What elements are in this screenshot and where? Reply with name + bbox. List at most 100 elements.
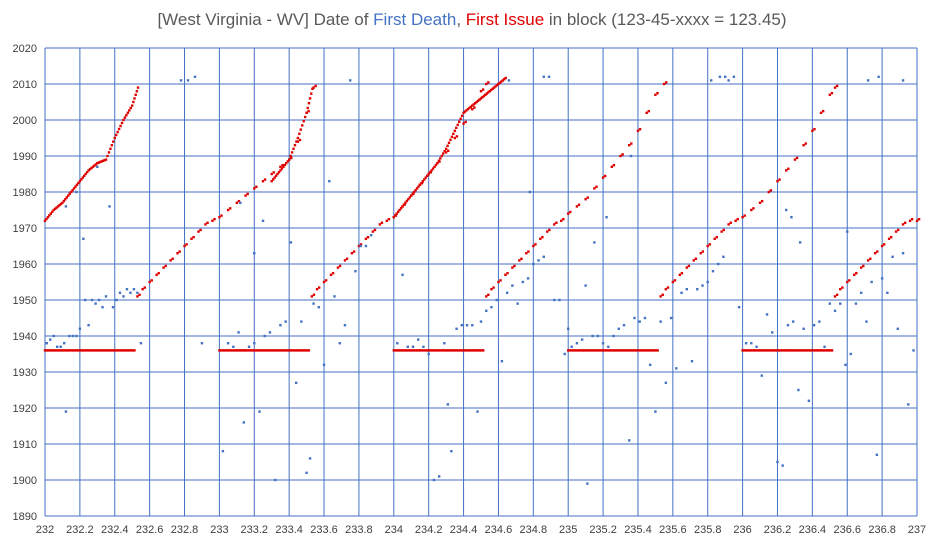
first-issue-point: [471, 108, 474, 111]
first-issue-point: [84, 172, 87, 176]
first-issue-point: [503, 78, 506, 81]
first-death-point: [247, 345, 251, 348]
x-tick-label: 234: [385, 524, 403, 536]
first-issue-point: [470, 349, 473, 352]
first-issue-point: [473, 349, 477, 352]
first-issue-point: [593, 349, 596, 352]
first-issue-point: [378, 223, 382, 226]
first-death-point: [854, 302, 858, 305]
x-tick-label: 232.6: [136, 524, 164, 536]
first-issue-point: [93, 349, 96, 352]
first-death-point: [495, 298, 498, 302]
first-issue-point: [229, 207, 232, 210]
first-death-point: [490, 306, 493, 309]
first-death-point: [455, 327, 458, 330]
first-issue-point: [453, 349, 457, 352]
first-issue-point: [743, 214, 746, 217]
first-issue-point: [534, 243, 537, 246]
first-issue-point: [665, 81, 668, 84]
first-issue-point: [485, 82, 488, 86]
first-issue-point: [442, 349, 445, 352]
first-death-point: [802, 327, 805, 330]
first-issue-point: [629, 349, 633, 352]
first-issue-point: [478, 98, 481, 101]
first-issue-point: [310, 92, 313, 95]
first-issue-point: [336, 266, 340, 269]
first-issue-point: [821, 109, 825, 113]
first-issue-point: [452, 132, 455, 135]
first-issue-point: [58, 349, 62, 352]
first-issue-point: [445, 349, 449, 352]
first-issue-point: [113, 136, 116, 140]
first-issue-point: [482, 349, 485, 352]
first-issue-point: [48, 214, 51, 217]
first-issue-point: [91, 349, 95, 352]
first-issue-point: [352, 250, 356, 253]
first-issue-point: [417, 185, 420, 188]
first-death-point: [786, 324, 790, 327]
first-issue-point: [443, 349, 447, 352]
first-issue-point: [312, 293, 316, 296]
first-death-point: [338, 342, 341, 345]
first-issue-point: [616, 349, 620, 352]
first-death-point: [139, 342, 143, 345]
first-issue-point: [241, 349, 244, 352]
first-death-point: [727, 79, 730, 82]
first-issue-point: [315, 288, 319, 291]
first-issue-point: [190, 237, 193, 240]
first-issue-point: [234, 349, 238, 352]
first-issue-point: [748, 349, 751, 352]
first-issue-point: [287, 158, 291, 161]
first-death-point: [723, 75, 727, 78]
first-death-point: [411, 345, 415, 348]
first-issue-point: [460, 114, 464, 117]
first-issue-point: [211, 219, 214, 222]
first-issue-point: [329, 273, 333, 276]
title-separator: ,: [456, 10, 466, 29]
first-issue-point: [244, 349, 248, 352]
first-issue-point: [303, 115, 307, 119]
first-issue-point: [465, 349, 468, 352]
series-first-issue: [43, 76, 921, 352]
first-issue-point: [301, 124, 304, 127]
first-issue-point: [48, 349, 52, 352]
first-death-point: [253, 252, 256, 255]
first-issue-point: [699, 252, 702, 255]
first-death-point: [846, 230, 849, 233]
first-issue-point: [394, 349, 397, 352]
first-issue-point: [99, 160, 102, 164]
first-issue-point: [591, 349, 595, 352]
first-issue-point: [150, 279, 153, 282]
first-issue-point: [253, 187, 256, 190]
first-issue-point: [824, 349, 827, 352]
first-issue-point: [83, 349, 86, 352]
first-issue-point: [448, 349, 452, 352]
first-issue-point: [570, 349, 573, 352]
first-issue-point: [653, 349, 656, 352]
first-death-point: [485, 309, 488, 312]
first-issue-point: [57, 349, 60, 352]
first-issue-point: [294, 349, 297, 352]
first-issue-point: [628, 144, 631, 147]
first-issue-point: [896, 228, 900, 232]
first-death-point: [696, 288, 699, 291]
first-death-point: [68, 334, 71, 338]
first-issue-point: [778, 178, 781, 181]
first-death-point: [64, 410, 68, 413]
first-issue-point: [610, 349, 613, 352]
first-issue-point: [473, 106, 476, 109]
first-issue-point: [621, 153, 624, 156]
first-death-point: [601, 342, 605, 345]
first-issue-point: [297, 349, 301, 352]
first-issue-point: [776, 349, 779, 352]
first-issue-point: [455, 126, 458, 129]
first-death-point: [886, 291, 889, 294]
first-issue-point: [284, 349, 287, 352]
first-issue-point: [458, 120, 461, 123]
first-issue-point: [287, 349, 291, 352]
first-issue-point: [706, 244, 709, 248]
first-issue-point: [405, 349, 409, 352]
first-issue-point: [357, 244, 361, 248]
first-death-point: [242, 421, 246, 424]
first-death-point: [771, 331, 774, 334]
